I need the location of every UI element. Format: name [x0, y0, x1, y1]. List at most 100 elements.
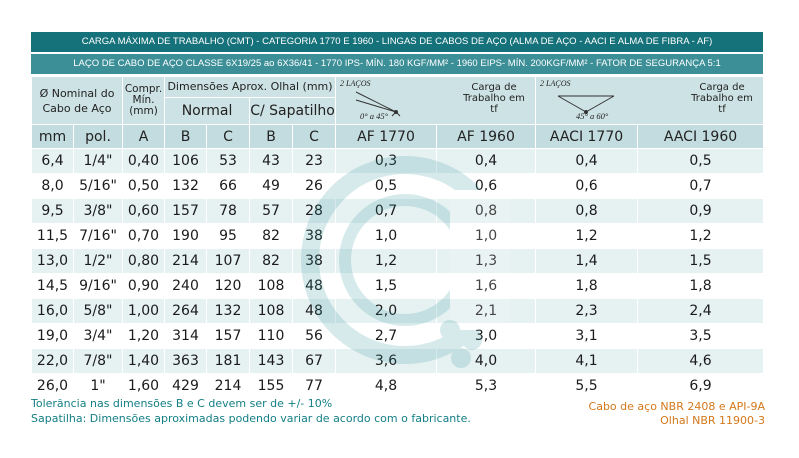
table-cell: 1,2: [335, 248, 438, 274]
table-cell: 264: [164, 298, 208, 324]
table-cell: 8,0: [31, 173, 74, 199]
table-cell: 0,6: [436, 173, 537, 199]
table-cell: 157: [206, 323, 251, 349]
table-cell: 1,6: [436, 273, 537, 299]
sling-45-60-icon: [557, 95, 615, 114]
table-cell: 1,4: [535, 248, 639, 274]
table-cell: 56: [292, 323, 337, 349]
table-cell: 157: [164, 198, 208, 224]
table-cell: 3,5: [637, 323, 765, 349]
unit-c-sapatilho: C: [292, 124, 337, 149]
table-row: 26,0 1" 1,60 429 214 155 77 4,8 5,3 5,5 6,9: [31, 373, 765, 399]
table-cell: 143: [249, 348, 294, 374]
table-cell: 1,5: [637, 248, 765, 274]
table-row: 13,0 1/2" 0,80 214 107 82 38 1,2 1,3 1,4 1,5: [31, 248, 765, 274]
table-cell: 1": [72, 373, 124, 399]
table-cell: 9/16": [72, 273, 124, 299]
illus2-lacos: 2 LAÇOS: [540, 78, 571, 88]
table-cell: 2,1: [436, 298, 537, 324]
table-cell: 4,1: [535, 348, 639, 374]
subtitle-band: LAÇO DE CABO DE AÇO CLASSE 6X19/25 ao 6X…: [31, 54, 763, 74]
table-cell: 38: [292, 223, 337, 249]
table-cell: 0,3: [335, 148, 438, 174]
table-cell: 1,0: [436, 223, 537, 249]
table-row: 22,0 7/8" 1,40 363 181 143 67 3,6 4,0 4,1 4,6: [31, 348, 765, 374]
table-cell: 0,6: [535, 173, 639, 199]
header-nominal: Ø Nominal do Cabo de Aço: [30, 76, 124, 125]
table-cell: 6,4: [31, 148, 74, 174]
header-compr: Compr. Mín. (mm): [122, 76, 166, 125]
table-cell: 0,5: [637, 148, 765, 174]
unit-b-normal: B: [164, 124, 208, 149]
table-cell: 5,5: [535, 373, 639, 399]
table-cell: 7/16": [72, 223, 124, 249]
table-cell: 106: [164, 148, 208, 174]
unit-af-1770: AF 1770: [335, 124, 438, 149]
illus2-angle: 45° a 60°: [576, 110, 609, 121]
unit-aaci-1770: AACI 1770: [535, 124, 639, 149]
sling-0-45-icon: [355, 91, 401, 116]
table-cell: 214: [164, 248, 208, 274]
table-cell: 95: [206, 223, 251, 249]
table-cell: 13,0: [31, 248, 74, 274]
illus1-angle: 0° a 45°: [360, 110, 389, 121]
table-cell: 0,80: [122, 248, 166, 274]
table-cell: 11,5: [31, 223, 74, 249]
table-cell: 1,00: [122, 298, 166, 324]
standard-cable: Cabo de aço NBR 2408 e API-9A: [588, 400, 765, 413]
illus2-caption: Carga de Trabalho em tf: [691, 81, 753, 115]
table-cell: 53: [206, 148, 251, 174]
table-cell: 7/8": [72, 348, 124, 374]
note-sapatilha: Sapatilha: Dimensões aproximadas podendo…: [31, 412, 471, 425]
table-cell: 240: [164, 273, 208, 299]
table-cell: 48: [292, 298, 337, 324]
table-cell: 0,9: [637, 198, 765, 224]
table-cell: 4,8: [335, 373, 438, 399]
table-cell: 82: [249, 223, 294, 249]
table-cell: 48: [292, 273, 337, 299]
table-cell: 1,8: [637, 273, 765, 299]
table-cell: 2,0: [335, 298, 438, 324]
table-cell: 5,3: [436, 373, 537, 399]
table-cell: 1,0: [335, 223, 438, 249]
table-row: 19,0 3/4" 1,20 314 157 110 56 2,7 3,0 3,1 3,5: [31, 323, 765, 349]
table-cell: 181: [206, 348, 251, 374]
table-row: 8,0 5/16" 0,50 132 66 49 26 0,5 0,6 0,6 0,7: [31, 173, 765, 199]
table-row: 16,0 5/8" 1,00 264 132 108 48 2,0 2,1 2,3 2,4: [31, 298, 765, 324]
note-tolerance: Tolerância nas dimensões B e C devem ser…: [31, 397, 333, 410]
illus1-lacos: 2 LAÇOS: [340, 78, 371, 88]
table-cell: 5/16": [72, 173, 124, 199]
table-cell: 82: [249, 248, 294, 274]
table-cell: 14,5: [31, 273, 74, 299]
standards: Cabo de aço NBR 2408 e API-9A Olhal NBR …: [589, 400, 765, 428]
title-band: CARGA MÁXIMA DE TRABALHO (CMT) - CATEGOR…: [31, 32, 763, 52]
table-cell: 0,7: [637, 173, 765, 199]
table-cell: 26,0: [31, 373, 74, 399]
standard-eye: Olhal NBR 11900-3: [660, 414, 765, 427]
table-cell: 1,40: [122, 348, 166, 374]
table-cell: 22,0: [31, 348, 74, 374]
units-row: mm pol. A B C B C AF 1770 AF 1960 AACI 1…: [31, 124, 765, 149]
load-table: Ø Nominal do Cabo de Aço Compr. Mín. (mm…: [30, 76, 765, 399]
load-table-panel: CARGA MÁXIMA DE TRABALHO (CMT) - CATEGOR…: [30, 32, 765, 399]
unit-pol: pol.: [72, 124, 124, 149]
table-cell: 1,3: [436, 248, 537, 274]
unit-a: A: [122, 124, 166, 149]
table-cell: 110: [249, 323, 294, 349]
table-cell: 3,1: [535, 323, 639, 349]
table-cell: 23: [292, 148, 337, 174]
table-cell: 0,60: [122, 198, 166, 224]
table-cell: 0,4: [436, 148, 537, 174]
table-row: 9,5 3/8" 0,60 157 78 57 28 0,7 0,8 0,8 0,9: [31, 198, 765, 224]
table-cell: 1,2: [535, 223, 639, 249]
table-cell: 132: [164, 173, 208, 199]
table-cell: 0,7: [335, 198, 438, 224]
table-cell: 6,9: [637, 373, 765, 399]
table-cell: 132: [206, 298, 251, 324]
table-cell: 0,5: [335, 173, 438, 199]
header-normal: Normal: [164, 97, 251, 125]
table-row: 11,5 7/16" 0,70 190 95 82 38 1,0 1,0 1,2 1,2: [31, 223, 765, 249]
table-cell: 0,50: [122, 173, 166, 199]
table-cell: 3/4": [72, 323, 124, 349]
table-cell: 1,5: [335, 273, 438, 299]
